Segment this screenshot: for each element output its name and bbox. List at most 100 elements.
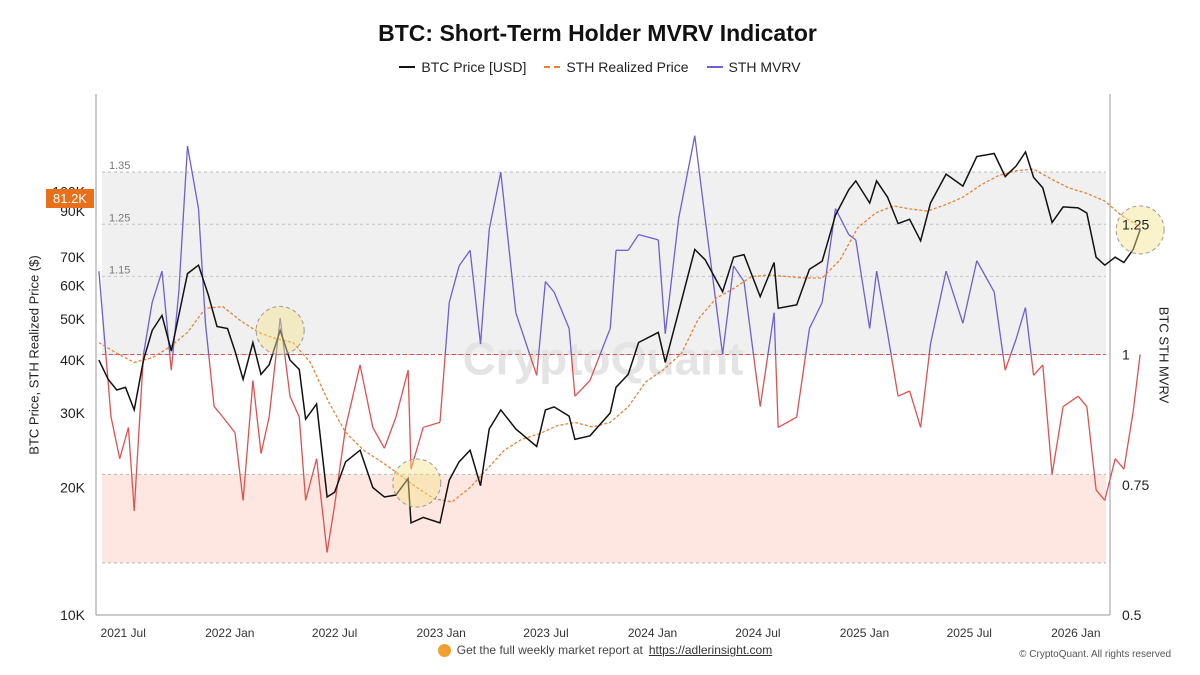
band-label-2: 1.15 [109, 264, 130, 276]
mvrv-segment-52-0 [638, 234, 659, 241]
mvrv-segment-35-0 [439, 354, 446, 423]
mvrv-segment-53-0 [657, 239, 666, 334]
mvrv-segment-26-0 [333, 427, 347, 506]
mvrv-segment-49-0 [609, 250, 617, 329]
x-tick-label-5: 2024 Jan [628, 626, 677, 640]
mvrv-segment-39-0 [479, 229, 490, 345]
legend-item-price[interactable]: BTC Price [USD] [399, 59, 526, 75]
mvrv-segment-10-0 [186, 145, 200, 209]
mvrv-segment-78-0 [962, 260, 978, 324]
right-tick-label-2: 1 [1122, 347, 1130, 363]
legend-swatch-mvrv [706, 66, 723, 68]
mvrv-segment-13-0 [213, 406, 224, 418]
mvrv-segment-62-0 [773, 312, 777, 355]
mvrv-segment-35-1 [444, 302, 450, 355]
mvrv-segment-2-0 [119, 427, 130, 459]
legend-item-mvrv[interactable]: STH MVRV [706, 59, 801, 75]
mvrv-segment-67-0 [834, 208, 850, 235]
mvrv-segment-64-0 [796, 354, 807, 418]
mvrv-segment-70-0 [869, 271, 878, 329]
right-tick-label-0: 0.5 [1122, 607, 1142, 623]
x-tick-label-9: 2026 Jan [1051, 626, 1100, 640]
left-tick-label-0: 10K [60, 607, 86, 623]
mvrv-segment-47-0 [574, 380, 591, 397]
mvrv-segment-29-0 [372, 427, 385, 449]
mvrv-segment-15-0 [234, 432, 244, 501]
mvrv-segment-72-1 [890, 354, 899, 397]
highlight-circle-1 [392, 458, 442, 508]
chart-title: BTC: Short-Term Holder MVRV Indicator [378, 20, 817, 46]
mvrv-segment-3-0 [127, 427, 135, 511]
mvrv-segment-22-0 [298, 416, 307, 501]
mvrv-segment-40-0 [488, 172, 502, 230]
left-tick-label-2: 30K [60, 405, 86, 421]
right-axis-label: BTC STH MVRV [1156, 306, 1172, 404]
mvrv-segment-4-0 [133, 354, 145, 511]
mvrv-segment-71-0 [875, 271, 889, 334]
mvrv-segment-31-0 [395, 369, 409, 418]
footer-link[interactable]: https://adlerinsight.com [648, 643, 773, 657]
mvrv-segment-93-0 [1123, 411, 1134, 470]
mvrv-segment-17-0 [252, 380, 262, 454]
x-tick-label-6: 2024 Jul [735, 626, 780, 640]
x-tick-label-2: 2022 Jul [312, 626, 357, 640]
footer: Get the full weekly market report at htt… [0, 643, 1200, 657]
mvrv-segment-45-0 [553, 291, 570, 329]
mvrv-segment-33-0 [410, 427, 424, 470]
mvrv-segment-12-0 [204, 323, 210, 355]
x-tick-label-0: 2021 Jul [101, 626, 146, 640]
mvrv-segment-12-1 [208, 354, 215, 407]
right-tick-label-3: 1.25 [1122, 216, 1149, 232]
band-1 [102, 474, 1106, 563]
highlight-circle-0 [255, 305, 305, 355]
mvrv-segment-19-0 [268, 354, 277, 418]
mvrv-segment-36-0 [448, 265, 460, 303]
mvrv-segment-44-0 [544, 281, 555, 293]
btc-price-line [98, 150, 1141, 525]
watermark-layer: CryptoQuant [462, 333, 743, 385]
mvrv-segment-42-1 [529, 354, 538, 376]
mvrv-segment-83-0 [1024, 307, 1032, 355]
footer-text: Get the full weekly market report at [456, 643, 643, 657]
highlight-circle-2 [1115, 205, 1165, 255]
legend-swatch-realized-price [544, 66, 561, 68]
mvrv-segment-61-1 [767, 312, 775, 355]
mvrv-segment-62-1 [774, 354, 779, 428]
mvrv-segment-48-1 [599, 328, 611, 355]
mvrv-segment-0-1 [105, 354, 112, 418]
band-label-1: 1.25 [109, 212, 130, 224]
mvrv-segment-37-0 [458, 249, 471, 267]
axis-layer [95, 94, 1111, 616]
mvrv-segment-56-0 [694, 135, 706, 220]
left-tick-label-4: 50K [60, 311, 86, 327]
mvrv-segment-58-0 [721, 265, 735, 355]
legend-item-realized-price[interactable]: STH Realized Price [544, 59, 689, 75]
legend-label-price: BTC Price [USD] [421, 59, 527, 75]
left-tick-label-3: 40K [60, 352, 86, 368]
mvrv-segment-80-0 [993, 291, 1004, 355]
mvrv-segment-60-1 [752, 354, 761, 407]
mvrv-segment-85-0 [1042, 364, 1053, 475]
btc-price-series [98, 150, 1141, 525]
mvrv-segment-75-1 [928, 344, 932, 355]
legend-swatch-price [399, 66, 416, 68]
mvrv-segment-16-0 [242, 380, 254, 501]
mvrv-segment-89-0 [1086, 406, 1097, 491]
mvrv-segment-81-1 [1010, 338, 1017, 355]
mvrv-segment-24-0 [315, 458, 328, 553]
left-tick-label-5: 60K [60, 278, 86, 294]
mvrv-segment-65-0 [808, 302, 823, 329]
mvrv-segment-28-0 [359, 364, 374, 428]
mvrv-segment-6-0 [151, 270, 163, 303]
mvrv-segment-9-0 [178, 146, 189, 293]
right-tick-label-1: 0.75 [1122, 477, 1149, 493]
mvrv-segment-23-0 [305, 458, 318, 501]
mvrv-segment-57-0 [704, 218, 724, 355]
report-icon [437, 643, 451, 657]
legend-label-realized-price: STH Realized Price [566, 59, 689, 75]
mvrv-segment-72-0 [886, 333, 892, 355]
band-label-0: 1.35 [109, 160, 130, 172]
mvrv-segment-75-0 [919, 354, 930, 428]
mvrv-segment-91-0 [1104, 458, 1116, 501]
